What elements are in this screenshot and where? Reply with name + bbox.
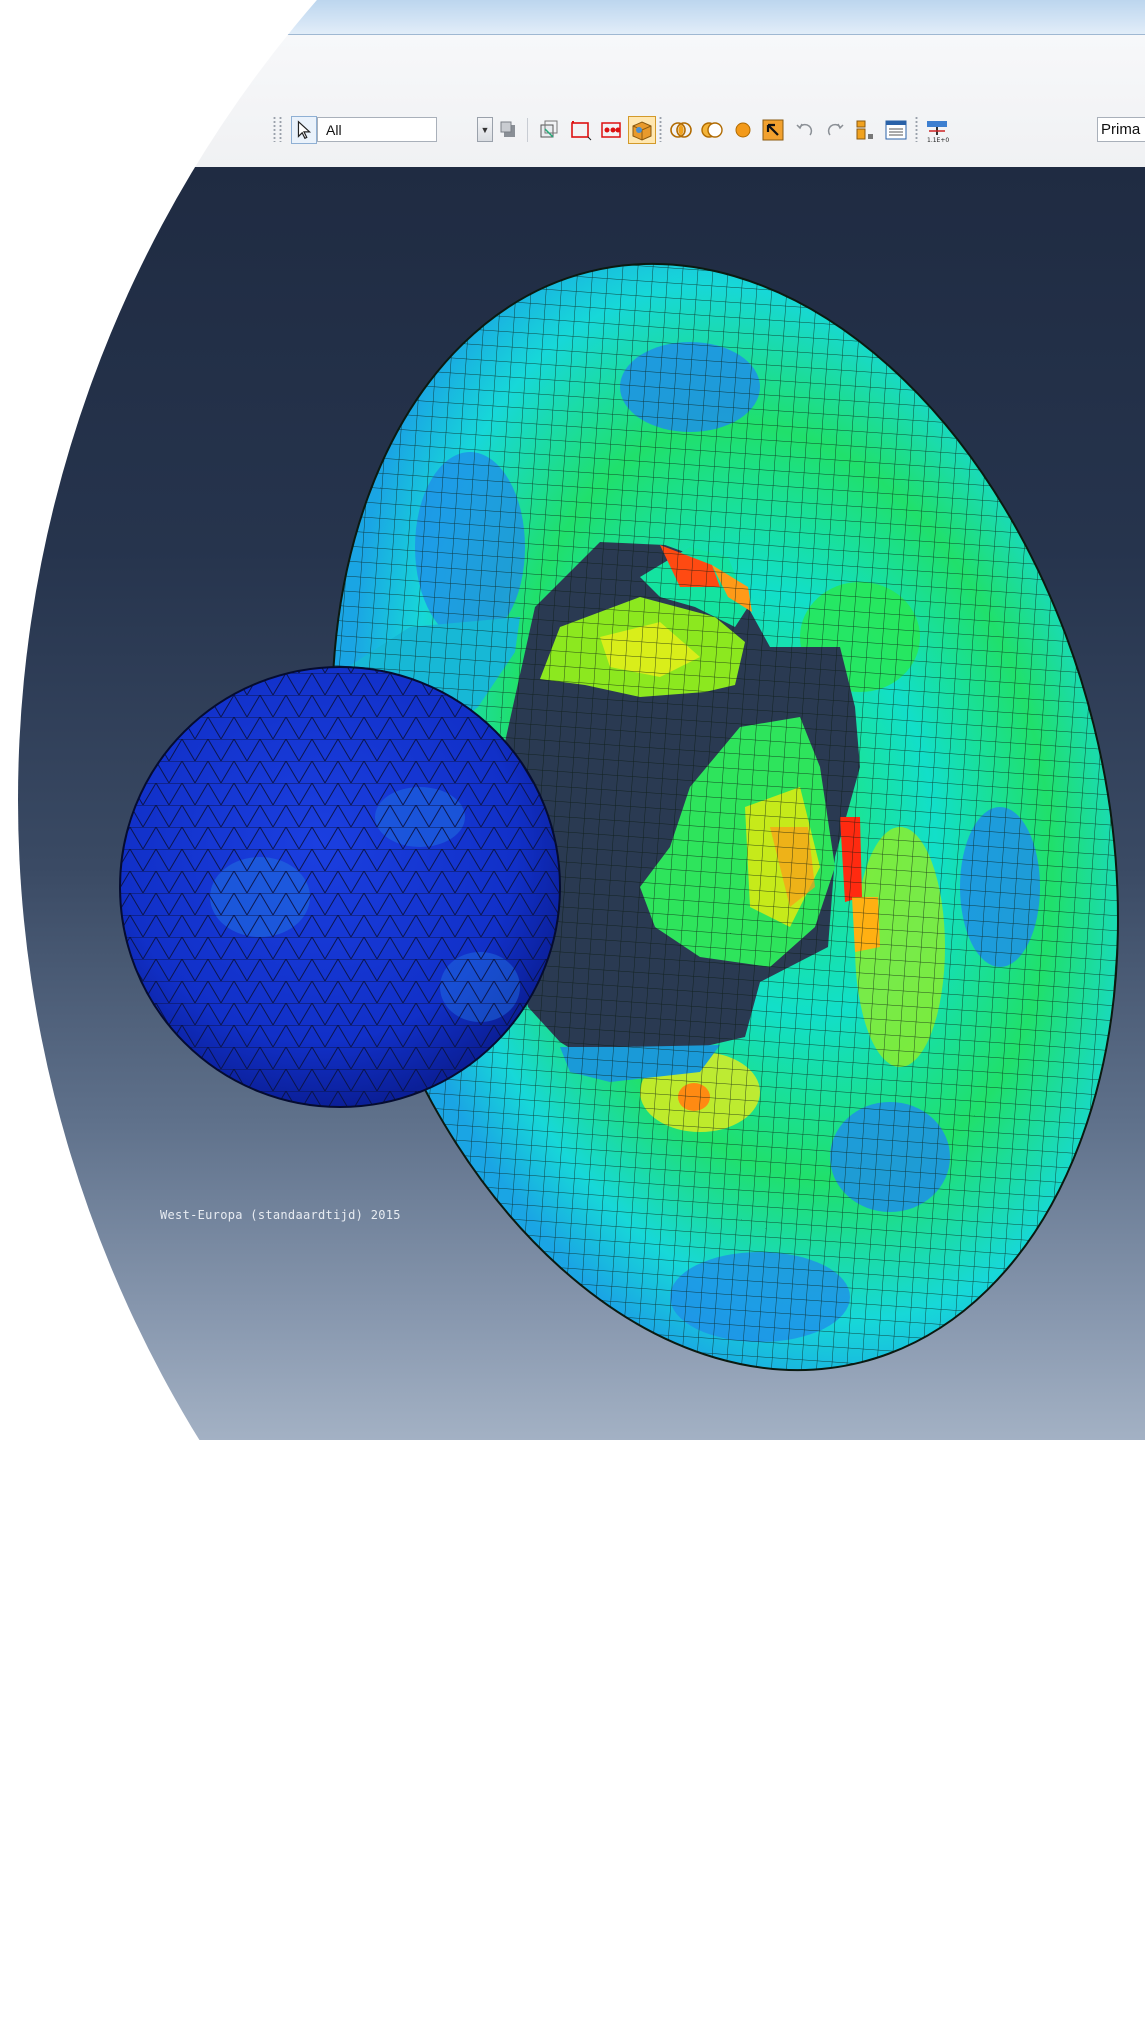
selection-filter-value: All (326, 122, 342, 138)
toolbar-row: All ▼ (255, 108, 1145, 150)
chevron-down-icon: ▼ (480, 124, 490, 135)
box-select-icon[interactable] (567, 116, 595, 144)
node-select-icon[interactable] (598, 116, 626, 144)
primary-variable-select[interactable]: Prima (1097, 117, 1145, 142)
select-arrow-icon[interactable] (291, 116, 317, 144)
boolean-union-icon[interactable] (698, 116, 726, 144)
svg-text:1.1E+0: 1.1E+0 (927, 137, 949, 143)
field-output-icon[interactable]: 1.1E+0 (923, 116, 951, 144)
toolbar-area: All ▼ (18, 35, 1145, 168)
table-icon[interactable] (882, 116, 910, 144)
undo-icon[interactable] (791, 116, 819, 144)
primary-variable-value: Prima (1101, 121, 1141, 138)
element-render-icon[interactable] (628, 116, 656, 144)
toolbar-grip[interactable] (273, 116, 276, 142)
window-title-bar (18, 0, 1145, 35)
sphere-icon[interactable] (729, 116, 757, 144)
pick-icon[interactable] (759, 116, 787, 144)
redo-icon[interactable] (821, 116, 849, 144)
selection-filter-select[interactable]: All (317, 117, 437, 142)
model-viewport[interactable]: West-Europa (standaardtijd) 2015 (18, 167, 1145, 1440)
viewport-timestamp-watermark: West-Europa (standaardtijd) 2015 (160, 1208, 401, 1222)
impactor-sphere[interactable] (119, 666, 561, 1108)
replace-icon[interactable] (851, 116, 879, 144)
contour-plot-canvas (119, 262, 1119, 1372)
toolbar-separator (527, 118, 528, 142)
hide-show-icon[interactable] (495, 116, 523, 144)
toolbar-grip[interactable] (279, 116, 282, 142)
boolean-intersect-icon[interactable] (667, 116, 695, 144)
toolbar-grip[interactable] (915, 116, 918, 142)
view-cut-icon[interactable] (535, 116, 563, 144)
title-bar-divider (18, 34, 1145, 35)
circular-crop: All ▼ (18, 0, 1145, 2020)
selection-filter-dropdown-button[interactable]: ▼ (477, 117, 493, 142)
toolbar-grip[interactable] (659, 116, 662, 142)
